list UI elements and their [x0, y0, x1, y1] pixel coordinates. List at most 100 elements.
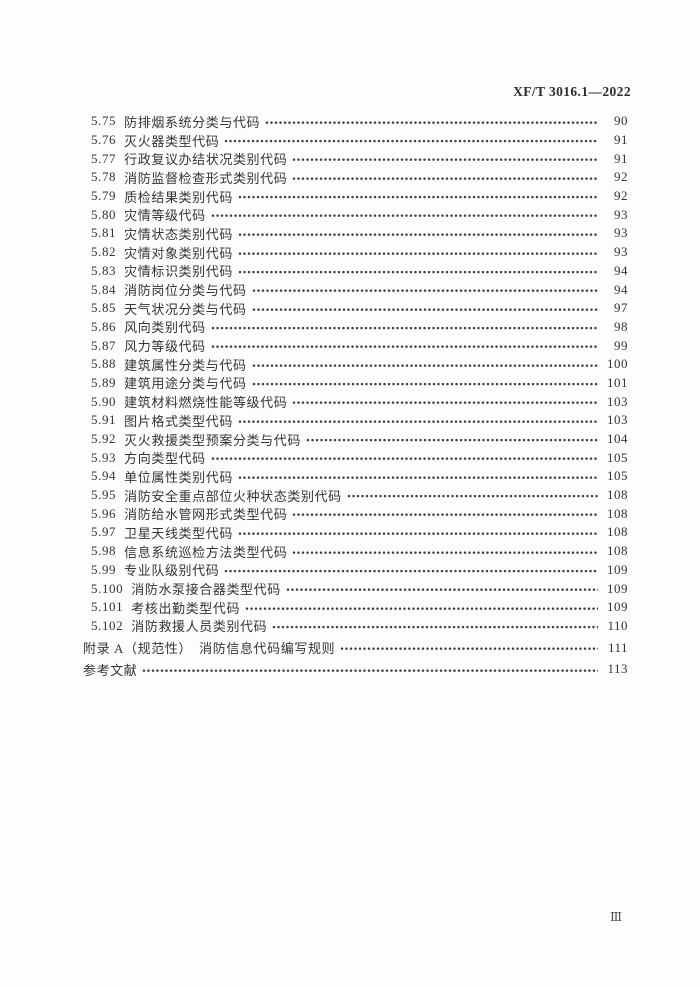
toc-entry: 5.88 建筑属性分类与代码 100 — [83, 354, 628, 374]
toc-leader-dots — [224, 130, 598, 150]
toc-entry-page: 109 — [607, 580, 628, 596]
toc-entry-title: 建筑用途分类与代码 — [124, 376, 247, 392]
toc-leader-dots — [292, 541, 598, 561]
toc-entry: 5.95 消防安全重点部位火种状态类别代码 108 — [83, 485, 628, 505]
toc-entry: 5.90 建筑材料燃烧性能等级代码 103 — [83, 392, 628, 411]
toc-entry-page: 105 — [607, 449, 628, 465]
toc-leader-dots — [237, 467, 598, 486]
toc-entry-number: 5.80 — [91, 206, 117, 222]
toc-entry-number: 5.88 — [91, 356, 117, 372]
toc-entry-page: 109 — [607, 561, 628, 577]
toc-entry: 5.89 建筑用途分类与代码 101 — [83, 373, 628, 393]
toc-leader-dots — [237, 242, 598, 262]
toc-entry: 5.83 灾情标识类别代码 94 — [83, 261, 628, 281]
toc-leader-dots — [340, 638, 598, 657]
toc-entry-number: 5.79 — [91, 188, 117, 204]
toc-entry: 5.96 消防给水管网形式类型代码 108 — [83, 504, 628, 524]
toc-entry-title: 图片格式类型代码 — [124, 413, 233, 429]
toc-entry: 5.79 质检结果类别代码 92 — [83, 186, 628, 206]
toc-entry-page: 111 — [607, 639, 628, 655]
toc-leader-dots — [237, 224, 598, 243]
toc-entry-page: 93 — [614, 225, 628, 241]
toc-entry-title: 灭火器类型代码 — [124, 133, 220, 149]
toc-entry-page: 105 — [607, 468, 628, 484]
toc-entry-number: 5.96 — [91, 505, 117, 521]
toc-entry-page: 108 — [607, 543, 628, 559]
toc-entry-title: 质检结果类别代码 — [124, 189, 233, 205]
toc-leader-dots — [251, 298, 598, 318]
toc-entry-page: 108 — [607, 524, 628, 540]
toc-entry-page: 113 — [607, 661, 628, 677]
toc-entry-title: 风向类别代码 — [124, 320, 206, 336]
toc-entry-title: 灾情对象类别代码 — [124, 245, 233, 261]
toc-entry-title: 消防监督检查形式类别代码 — [124, 170, 288, 186]
toc-entry-page: 92 — [614, 188, 628, 204]
toc-entry-title: 天气状况分类与代码 — [124, 301, 247, 317]
toc-entry-title: 防排烟系统分类与代码 — [124, 114, 261, 130]
toc-entry: 5.101 考核出勤类型代码 109 — [83, 597, 628, 617]
table-of-contents: 5.75 防排烟系统分类与代码 90 5.76 灭火器类型代码 91 5.77 … — [83, 112, 628, 679]
toc-entry-title: 风力等级代码 — [124, 339, 206, 355]
toc-entry-page: 97 — [614, 300, 628, 316]
toc-entry: 5.75 防排烟系统分类与代码 90 — [83, 112, 628, 131]
toc-leader-dots — [272, 616, 598, 636]
toc-entry-title: 附录 A（规范性） 消防信息代码编写规则 — [83, 641, 336, 657]
toc-entry-page: 93 — [614, 206, 628, 222]
toc-leader-dots — [346, 485, 598, 505]
toc-entry-number: 5.77 — [91, 150, 117, 166]
toc-entry-number: 5.89 — [91, 374, 117, 390]
toc-entry-number: 5.81 — [91, 225, 117, 241]
toc-entry: 5.100 消防水泵接合器类型代码 109 — [83, 579, 628, 598]
toc-entry-title: 考核出勤类型代码 — [131, 600, 241, 616]
toc-entry: 5.91 图片格式类型代码 103 — [83, 411, 628, 430]
toc-entry: 5.94 单位属性类别代码 105 — [83, 467, 628, 486]
toc-leader-dots — [224, 560, 598, 580]
toc-entry-title: 专业队级别代码 — [124, 563, 220, 579]
toc-entry-page: 103 — [607, 412, 628, 428]
toc-entry: 5.98 信息系统巡检方法类型代码 108 — [83, 541, 628, 561]
footer-page-number: Ⅲ — [609, 910, 622, 924]
toc-entry-number: 5.102 — [91, 617, 124, 633]
toc-entry-page: 109 — [607, 599, 628, 615]
toc-entry-page: 90 — [614, 113, 628, 129]
toc-entry-number: 5.78 — [91, 169, 117, 185]
toc-entry-number: 5.94 — [91, 468, 117, 484]
toc-entry: 5.87 风力等级代码 99 — [83, 336, 628, 355]
toc-entry-number: 5.84 — [91, 281, 117, 297]
toc-entry: 5.99 专业队级别代码 109 — [83, 560, 628, 580]
toc-leader-dots — [237, 186, 598, 206]
toc-entry-number: 5.101 — [91, 599, 124, 615]
standard-number-header: XF/T 3016.1—2022 — [513, 84, 631, 99]
toc-entry: 5.77 行政复议办结状况类别代码 91 — [83, 149, 628, 169]
toc-entry-number: 5.85 — [91, 300, 117, 316]
toc-leader-dots — [285, 579, 598, 598]
toc-leader-dots — [237, 261, 598, 281]
toc-entry-title: 消防安全重点部位火种状态类别代码 — [124, 488, 342, 504]
toc-entry-number: 5.98 — [91, 543, 117, 559]
toc-leader-dots — [210, 317, 598, 337]
toc-entry-title: 卫星天线类型代码 — [124, 525, 233, 541]
toc-entry-page: 101 — [607, 374, 628, 390]
toc-entry-number: 5.95 — [91, 487, 117, 503]
toc-entry-number: 5.90 — [91, 393, 117, 409]
toc-entry-title: 参考文献 — [83, 662, 138, 678]
toc-entry: 5.85 天气状况分类与代码 97 — [83, 298, 628, 318]
toc-entry-title: 方向类型代码 — [124, 451, 206, 467]
toc-leader-dots — [210, 205, 598, 225]
toc-entry: 5.97 卫星天线类型代码 108 — [83, 523, 628, 542]
toc-leader-dots — [210, 336, 598, 355]
toc-entry-title: 消防给水管网形式类型代码 — [124, 507, 288, 523]
toc-entry-title: 建筑材料燃烧性能等级代码 — [124, 395, 288, 411]
toc-leader-dots — [305, 429, 598, 449]
toc-entry-page: 108 — [607, 505, 628, 521]
toc-entry-page: 94 — [614, 281, 628, 297]
toc-leader-dots — [245, 597, 598, 617]
toc-entry-title: 灾情标识类别代码 — [124, 264, 233, 280]
toc-leader-dots — [265, 112, 598, 131]
toc-entry-title: 消防水泵接合器类型代码 — [131, 582, 281, 598]
toc-entry-page: 100 — [607, 356, 628, 372]
toc-entry-title: 灾情等级代码 — [124, 208, 206, 224]
toc-leader-dots — [292, 168, 598, 187]
toc-entry-title: 建筑属性分类与代码 — [124, 357, 247, 373]
